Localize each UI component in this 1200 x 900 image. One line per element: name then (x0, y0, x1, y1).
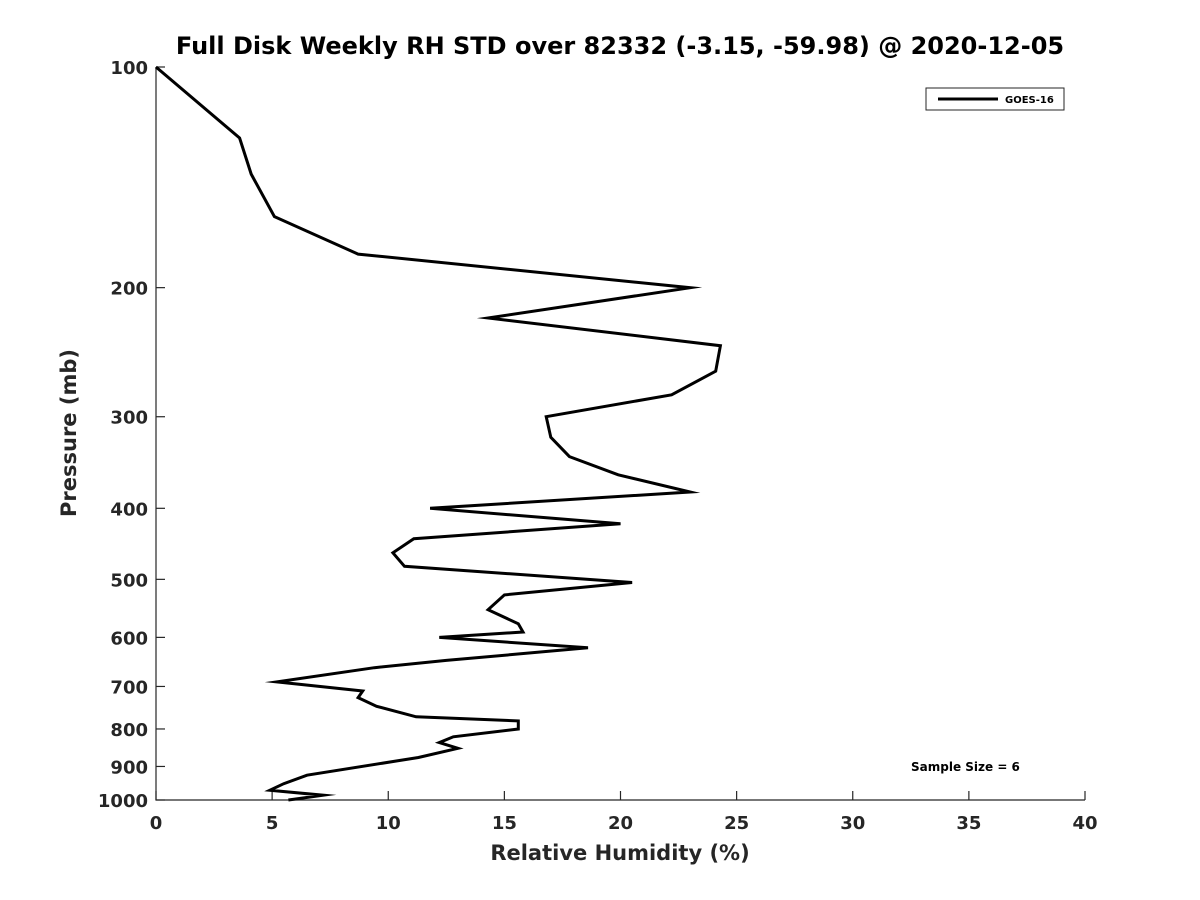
x-tick-label: 0 (150, 813, 163, 834)
chart-title: Full Disk Weekly RH STD over 82332 (-3.1… (176, 32, 1064, 60)
x-tick-label: 25 (724, 813, 749, 834)
y-tick-label: 1000 (98, 791, 148, 812)
y-tick-label: 300 (110, 408, 148, 429)
x-tick-label: 10 (376, 813, 401, 834)
x-tick-label: 40 (1072, 813, 1097, 834)
y-tick-label: 600 (110, 628, 148, 649)
ticks-layer: 0 5 10 15 20 25 30 35 40 100 200 300 400 500 600 700 800… (98, 58, 1098, 834)
x-tick-label: 15 (492, 813, 517, 834)
plot-frame (155, 67, 1085, 801)
y-tick-label: 400 (110, 499, 148, 520)
x-tick-label: 35 (956, 813, 981, 834)
series-line-goes-16 (155, 65, 723, 802)
y-tick-label: 800 (110, 720, 148, 741)
y-tick-label: 500 (110, 570, 148, 591)
x-axis-label: Relative Humidity (%) (490, 841, 749, 865)
x-tick-label: 30 (840, 813, 865, 834)
x-tick-label: 20 (608, 813, 633, 834)
y-tick-label: 900 (110, 757, 148, 778)
x-tick-label: 5 (266, 813, 279, 834)
y-tick-label: 100 (110, 58, 148, 79)
y-axis-label: Pressure (mb) (57, 349, 81, 517)
sample-size-annotation: Sample Size = 6 (911, 760, 1020, 774)
y-tick-label: 700 (110, 677, 148, 698)
y-tick-label: 200 (110, 279, 148, 300)
legend: GOES-16 (925, 87, 1065, 111)
legend-entry-goes-16: GOES-16 (1005, 95, 1054, 106)
